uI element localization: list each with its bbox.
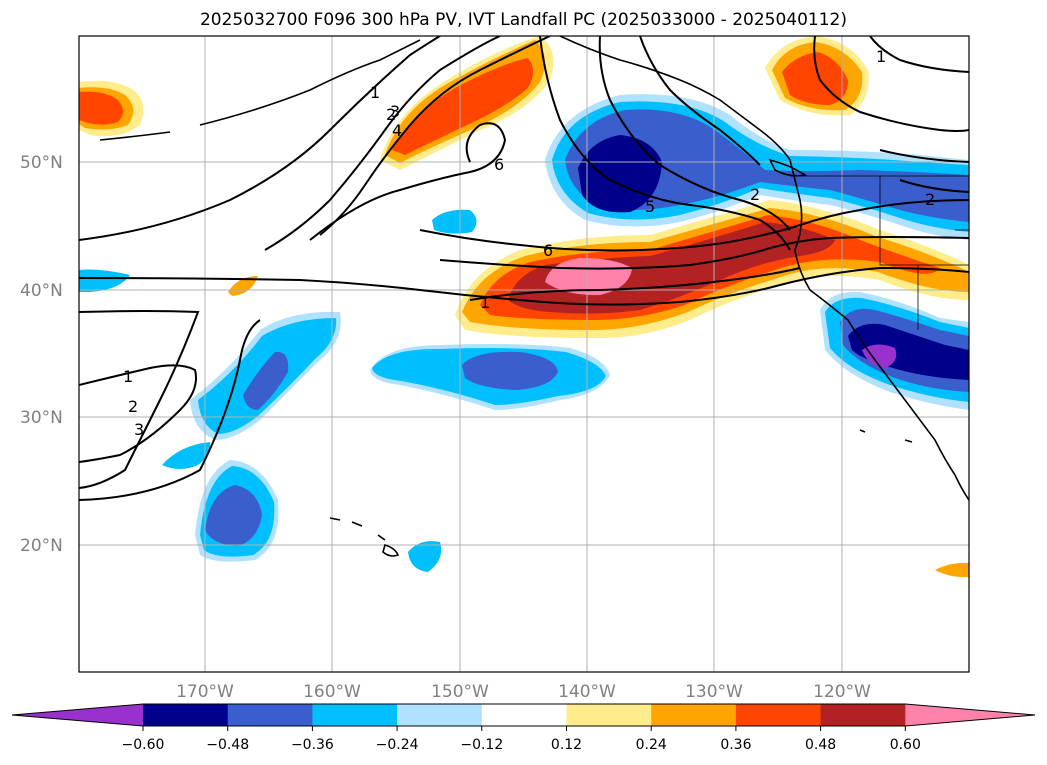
contour-label: 1 bbox=[123, 367, 133, 386]
lon-label: 170°W bbox=[176, 682, 234, 702]
colorbar-tick-label: 0.36 bbox=[720, 737, 751, 753]
pv-contour-labels: 1 2 3 4 6 5 2 6 1 1 2 3 1 2 bbox=[123, 47, 935, 439]
lon-label: 160°W bbox=[303, 682, 361, 702]
colorbar-extend-min bbox=[12, 704, 143, 726]
colorbar-segment bbox=[735, 704, 822, 726]
plot-frame bbox=[78, 35, 970, 673]
lat-label: 30°N bbox=[20, 408, 63, 428]
contour-label: 2 bbox=[925, 190, 935, 209]
colorbar-tick-label: 0.24 bbox=[636, 737, 667, 753]
contour-label: 3 bbox=[390, 102, 400, 121]
colorbar-tick-label: −0.24 bbox=[376, 737, 419, 753]
contour-label: 5 bbox=[645, 197, 655, 216]
colorbar: −0.60 −0.48 −0.36 −0.24 −0.12 0.12 0.24 0.36 0.4… bbox=[11, 703, 1036, 753]
contour-label: 1 bbox=[876, 47, 886, 66]
contour-label: 2 bbox=[750, 185, 760, 204]
colorbar-segment bbox=[143, 704, 229, 726]
lat-label: 20°N bbox=[20, 536, 63, 556]
contour-label: 1 bbox=[480, 293, 490, 312]
lat-label: 40°N bbox=[20, 281, 63, 301]
map-plot-area: 1 2 3 4 6 5 2 6 1 1 2 3 1 2 bbox=[79, 36, 969, 672]
colorbar-segment bbox=[820, 704, 906, 726]
colorbar-tick-label: 0.60 bbox=[890, 737, 921, 753]
colorbar-tick-label: −0.12 bbox=[460, 737, 503, 753]
lon-label: 150°W bbox=[431, 682, 489, 702]
colorbar-tick-label: 0.12 bbox=[551, 737, 582, 753]
colorbar-tick-label: 0.48 bbox=[805, 737, 836, 753]
contour-label: 2 bbox=[128, 397, 138, 416]
colorbar-tick-label: −0.48 bbox=[206, 737, 249, 753]
contour-label: 4 bbox=[392, 121, 402, 140]
lon-label: 130°W bbox=[685, 682, 743, 702]
pc-shading bbox=[79, 36, 969, 578]
colorbar-tick-label: −0.36 bbox=[291, 737, 334, 753]
colorbar-segment bbox=[227, 704, 313, 726]
lon-label: 120°W bbox=[813, 682, 871, 702]
contour-label: 2 bbox=[386, 105, 396, 124]
coastlines bbox=[99, 36, 969, 557]
graticule bbox=[79, 36, 969, 672]
lon-label: 140°W bbox=[558, 682, 616, 702]
longitude-labels: 170°W 160°W 150°W 140°W 130°W 120°W bbox=[176, 682, 871, 702]
colorbar-tick-label: −0.60 bbox=[122, 737, 165, 753]
contour-label: 1 bbox=[370, 83, 380, 102]
pv-contours bbox=[79, 36, 969, 501]
contour-label: 3 bbox=[134, 420, 144, 439]
colorbar-segment bbox=[481, 704, 567, 726]
contour-label: 6 bbox=[494, 155, 504, 174]
colorbar-segment bbox=[397, 704, 483, 726]
colorbar-segment bbox=[651, 704, 737, 726]
map-title: 2025032700 F096 300 hPa PV, IVT Landfall… bbox=[199, 10, 847, 30]
contour-label: 6 bbox=[543, 241, 553, 260]
colorbar-extend-max bbox=[905, 704, 1035, 726]
colorbar-segment bbox=[312, 704, 398, 726]
lat-label: 50°N bbox=[20, 153, 63, 173]
colorbar-segment bbox=[566, 704, 652, 726]
latitude-labels: 50°N 40°N 30°N 20°N bbox=[20, 153, 63, 556]
